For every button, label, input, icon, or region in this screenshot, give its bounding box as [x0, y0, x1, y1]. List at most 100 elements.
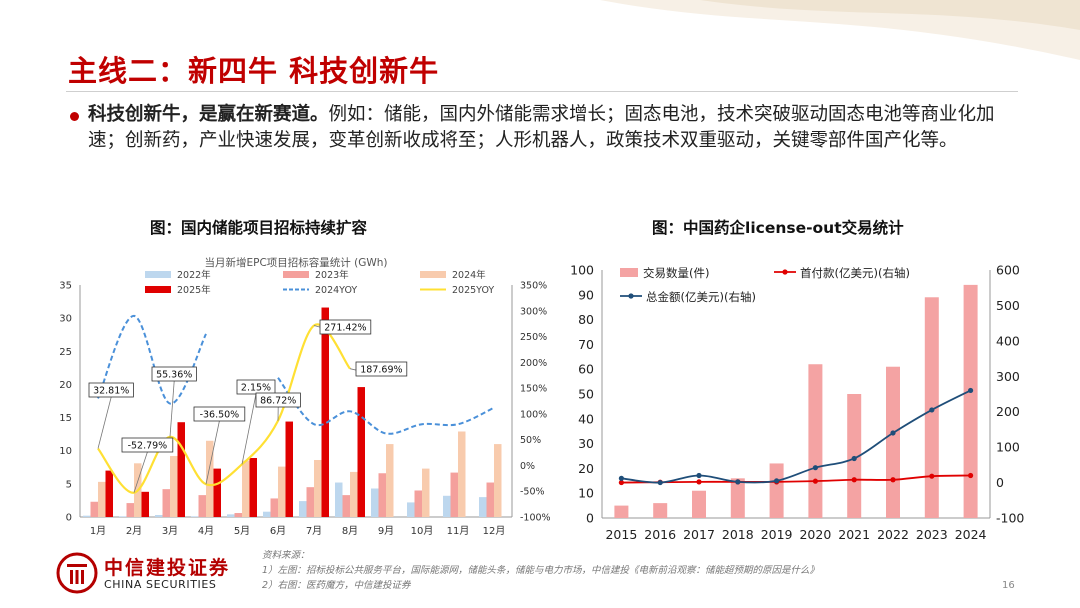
right-x-tick-label: 2024 — [955, 527, 987, 542]
left-callout-box — [319, 319, 372, 335]
left-bar-2022年 — [443, 495, 451, 517]
right-marker-upfront — [929, 473, 935, 479]
left-bar-2022年 — [83, 515, 91, 517]
left-bar-2024年 — [422, 468, 430, 517]
right-y-tick-label: 0 — [586, 511, 594, 526]
left-bar-2022年 — [155, 515, 163, 517]
left-legend-label: 2023年 — [315, 269, 349, 281]
left-callout-label: 86.72% — [260, 396, 296, 407]
left-line-2024YOY — [97, 314, 207, 405]
bullet-dot-icon — [70, 112, 79, 121]
right-bar-deals — [692, 490, 706, 518]
left-bar-2023年 — [342, 495, 350, 517]
right-legend-label: 总金额(亿美元)(右轴) — [646, 290, 756, 304]
right-x-tick-label: 2018 — [722, 527, 754, 542]
left-y2-tick-label: 50% — [520, 435, 541, 446]
right-marker-total — [812, 465, 819, 471]
left-bar-2023年 — [414, 490, 422, 517]
left-bar-2025年 — [141, 491, 149, 517]
right-y2-tick-label: 400 — [996, 333, 1020, 348]
left-callout-leader — [97, 396, 112, 449]
left-legend-label: 2022年 — [177, 269, 211, 281]
left-bar-2025年 — [213, 468, 221, 517]
left-callout-label: 32.81% — [93, 386, 129, 397]
left-callout-label: -36.50% — [200, 410, 240, 421]
right-y-tick-label: 80 — [578, 312, 594, 327]
right-y2-tick-label: 100 — [996, 440, 1020, 455]
right-bar-deals — [653, 503, 668, 518]
left-y2-tick-label: 0% — [520, 461, 535, 472]
left-y-tick-label: 5 — [66, 479, 72, 490]
right-x-tick-label: 2016 — [644, 527, 676, 542]
right-bar-deals — [730, 478, 745, 518]
left-bar-2025年 — [357, 387, 365, 517]
left-bar-2025年 — [285, 421, 293, 517]
bullet-lead: 科技创新牛，是赢在新赛道。 — [88, 104, 329, 125]
left-callout-box — [193, 406, 246, 422]
left-bar-2022年 — [299, 501, 307, 517]
left-bar-2023年 — [450, 472, 458, 517]
right-x-tick-label: 2020 — [799, 527, 831, 542]
right-marker-total — [968, 387, 974, 394]
right-marker-upfront — [851, 477, 857, 483]
left-x-tick-label: 6月 — [270, 525, 286, 537]
right-x-tick-label: 2022 — [877, 527, 909, 542]
left-y2-tick-label: 350% — [520, 281, 547, 292]
left-bar-2024年 — [314, 459, 322, 517]
right-legend-label: 交易数量(件) — [643, 266, 709, 280]
left-y2-tick-label: -50% — [520, 487, 545, 498]
left-bar-2024年 — [170, 456, 178, 517]
left-bar-2022年 — [335, 482, 343, 517]
bullet-paragraph: 科技创新牛，是赢在新赛道。例如：储能，国内外储能需求增长；固态电池，技术突破驱动… — [88, 102, 1018, 154]
left-bar-2025年 — [321, 307, 329, 517]
left-bar-2022年 — [263, 511, 271, 517]
left-y-tick-label: 30 — [59, 314, 72, 325]
left-bar-2023年 — [90, 501, 98, 517]
right-bar-deals — [886, 366, 900, 518]
left-y-tick-label: 15 — [59, 413, 72, 424]
left-legend-label: 2025年 — [177, 284, 211, 296]
left-callout-box — [88, 382, 134, 398]
left-line-2025YOY — [97, 323, 351, 494]
right-y-tick-label: 20 — [578, 461, 594, 476]
right-marker-upfront — [696, 479, 702, 485]
left-callout-leader — [205, 420, 220, 485]
left-y-tick-label: 10 — [59, 446, 72, 457]
left-bar-2024年 — [206, 440, 214, 517]
right-marker-total — [774, 478, 780, 484]
right-x-tick-label: 2021 — [838, 527, 870, 542]
left-bar-2023年 — [198, 495, 206, 517]
left-legend-swatch — [145, 286, 171, 293]
title-divider — [66, 91, 1018, 92]
source-title: 资料来源： — [262, 550, 310, 561]
left-y-tick-label: 0 — [66, 513, 72, 524]
right-x-tick-label: 2017 — [683, 527, 715, 542]
right-legend-marker — [628, 293, 634, 299]
left-x-tick-label: 10月 — [411, 525, 434, 537]
left-callout-box — [121, 437, 174, 453]
left-legend-swatch — [145, 271, 171, 278]
left-y2-tick-label: 150% — [520, 384, 547, 395]
left-callout-box — [151, 366, 197, 382]
right-y2-tick-label: 200 — [996, 404, 1020, 419]
left-x-tick-label: 2月 — [126, 525, 142, 537]
left-bar-2023年 — [126, 503, 134, 517]
right-bar-deals — [769, 463, 784, 518]
logo-text-cn: 中信建投证券 — [104, 557, 231, 579]
left-bar-2023年 — [270, 498, 278, 517]
right-marker-total — [618, 475, 625, 481]
left-line-2024YOY — [277, 377, 495, 435]
left-callout-label: 271.42% — [324, 323, 366, 334]
right-y-tick-label: 70 — [578, 337, 594, 352]
left-bar-2023年 — [162, 489, 170, 517]
left-x-tick-label: 8月 — [342, 525, 358, 537]
left-callout-leader — [241, 393, 257, 465]
left-callout-label: 2.15% — [241, 383, 271, 394]
left-bar-2024年 — [494, 444, 502, 517]
right-y2-tick-label: 300 — [996, 369, 1020, 384]
left-x-tick-label: 9月 — [378, 525, 394, 537]
left-legend-swatch — [420, 271, 446, 278]
right-y-tick-label: 100 — [570, 263, 594, 278]
left-bar-2022年 — [479, 497, 487, 517]
